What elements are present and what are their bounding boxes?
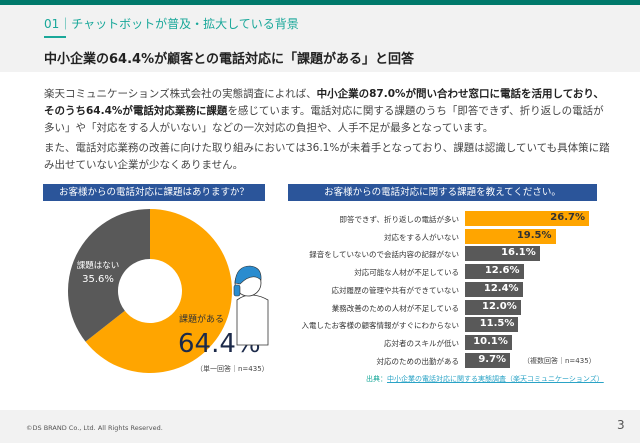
bar-value: 19.5% [516, 229, 552, 241]
body-text-2: また、電話対応業務の改善に向けた取り組みにおいては36.1%が未着手となっており… [44, 142, 610, 171]
bar-chart-title: お客様からの電話対応に関する課題を教えてください。 [288, 184, 597, 201]
top-accent-bar [0, 0, 640, 5]
page-number: 3 [617, 418, 625, 432]
bar [465, 264, 524, 280]
body-text-1a: 楽天コミュニケーションズ株式会社の実態調査によれば、 [44, 88, 317, 100]
bar-value: 12.0% [482, 300, 517, 312]
body-text-1b: 中小企業の87.0%が問い合わせ窓口に電話を活用しており、そのうち64.4%が電… [44, 88, 604, 117]
bar [465, 228, 556, 244]
donut-note: （単一回答｜n=435） [196, 365, 269, 373]
bar-value: 12.4% [483, 282, 519, 294]
bar-label: 即答できず、折り返しの電話が多い [339, 215, 459, 224]
body-text: 楽天コミュニケーションズ株式会社の実態調査によれば、中小企業の87.0%が問い合… [44, 86, 614, 177]
donut-value-no: 35.6% [82, 274, 114, 285]
bar-value: 12.6% [484, 265, 520, 277]
source-label: 出典： [366, 375, 387, 383]
bar [465, 352, 511, 368]
bar [465, 246, 540, 262]
footer [0, 410, 640, 443]
section-underline [44, 36, 66, 38]
body-text-1c: を感じています。電話対応に関する課題のうち「即答できず、折り返しの電話が多い」や… [44, 105, 604, 134]
bar-value: 11.5% [479, 318, 515, 330]
bar-label: 業務改善のための人材が不足している [331, 303, 459, 313]
bar-value: 16.1% [501, 247, 536, 259]
page-title: 中小企業の64.4%が顧客との電話対応に「課題がある」と回答 [44, 52, 414, 67]
bar-label: 応対者のスキルが低い [384, 338, 459, 348]
bar-label: 対応可能な人材が不足している [354, 268, 459, 278]
bar [465, 317, 519, 333]
source-link[interactable]: 中小企業の電話対応に関する実態調査（楽天コミュニケーションズ） [387, 375, 604, 383]
bar [465, 281, 523, 297]
donut-chart-title: お客様からの電話対応に課題はありますか？ [43, 184, 265, 201]
bar-label: 対応のための出勤がある [376, 356, 460, 366]
bar-label: 録音をしていないので会話内容の記録がない [309, 250, 459, 260]
bar [465, 334, 512, 350]
header-band [0, 5, 640, 72]
bar-label: 入電したお客様の顧客情報がすぐにわからない [301, 321, 460, 331]
bar [465, 299, 521, 315]
donut-slice [68, 209, 150, 342]
person-on-phone-illustration [233, 265, 269, 346]
bar-value: 10.1% [473, 335, 508, 347]
source: 出典：中小企業の電話対応に関する実態調査（楽天コミュニケーションズ） [366, 374, 604, 384]
donut-label-yes: 課題がある [179, 313, 224, 325]
bar-value: 9.7% [478, 353, 507, 365]
donut-slice [85, 209, 233, 373]
section-label: 01｜チャットボットが普及・拡大している背景 [44, 17, 299, 31]
donut-label-no: 課題はない [77, 260, 120, 271]
bar-value: 26.7% [550, 212, 585, 223]
bar-label: 対応をする人がいない [384, 232, 459, 242]
bar-label: 応対履歴の管理や共有ができていない [331, 285, 460, 295]
bar-note: （複数回答｜n=435） [523, 357, 596, 365]
copyright: ©DS BRAND Co., Ltd. All Rights Reserved. [26, 424, 163, 432]
bar [465, 211, 589, 226]
